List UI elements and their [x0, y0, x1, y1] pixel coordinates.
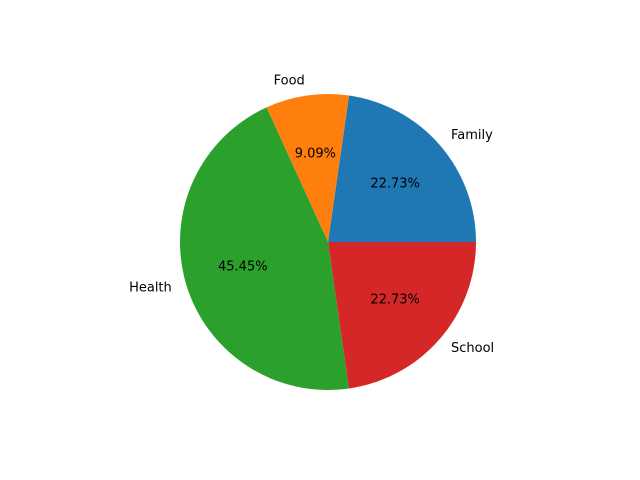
percent-label-school: 22.73% — [370, 293, 420, 308]
pie-labels: Family 22.73% Food 9.09% Health 45.45% School 2… — [129, 73, 494, 356]
slice-label-health: Health — [129, 280, 172, 295]
pie-slice-school — [328, 242, 476, 389]
pie-slice-family — [328, 95, 476, 242]
pie-slice-health — [179, 107, 350, 390]
slice-label-food: Food — [274, 73, 305, 88]
percent-label-family: 22.73% — [370, 176, 420, 191]
percent-label-food: 9.09% — [295, 147, 336, 162]
percent-label-health: 45.45% — [218, 260, 268, 275]
pie-slice-food — [266, 94, 350, 243]
slice-label-family: Family — [451, 128, 493, 143]
slice-label-school: School — [451, 341, 494, 356]
pie-slices — [179, 94, 476, 390]
